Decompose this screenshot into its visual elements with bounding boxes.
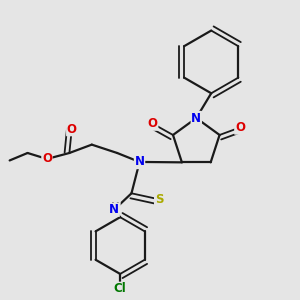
Text: N: N xyxy=(191,112,201,124)
Text: O: O xyxy=(235,121,245,134)
Text: N: N xyxy=(109,203,119,216)
Text: O: O xyxy=(42,152,52,166)
Text: S: S xyxy=(155,193,163,206)
Text: H: H xyxy=(111,202,120,212)
Text: Cl: Cl xyxy=(114,282,127,296)
Text: N: N xyxy=(134,155,145,168)
Text: O: O xyxy=(67,123,77,136)
Text: O: O xyxy=(148,117,158,130)
